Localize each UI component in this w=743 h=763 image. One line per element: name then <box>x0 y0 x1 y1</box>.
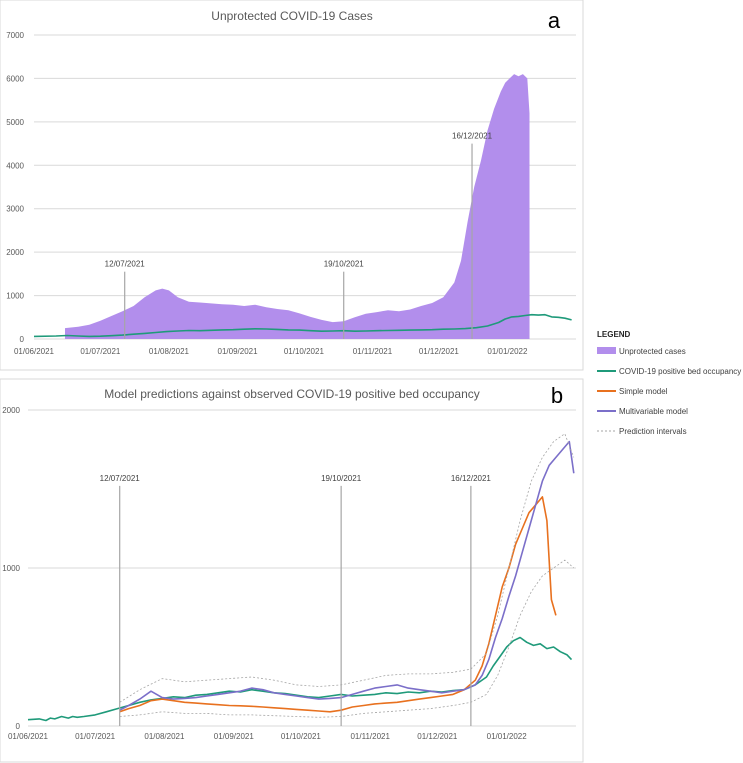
legend-item-label: Unprotected cases <box>619 347 686 356</box>
y-tick-label: 6000 <box>6 74 24 83</box>
chart-panel-b: Model predictions against observed COVID… <box>0 378 584 763</box>
series-line-simple-model <box>119 496 557 713</box>
x-tick-label: 01/09/2021 <box>218 347 259 356</box>
x-tick-label: 01/11/2021 <box>350 732 390 741</box>
panel-letter-a: a <box>548 8 561 33</box>
annotation-label: 12/07/2021 <box>100 474 141 483</box>
annotation-label: 19/10/2021 <box>321 474 362 483</box>
y-tick-label: 5000 <box>6 118 24 127</box>
y-tick-label: 2000 <box>6 248 24 257</box>
series-line-prediction-interval <box>119 433 575 703</box>
chart-title-b: Model predictions against observed COVID… <box>104 387 480 401</box>
series-area-unprotected-cases <box>64 74 530 339</box>
y-tick-label: 1000 <box>2 564 20 573</box>
panel-letter-b: b <box>551 383 563 408</box>
y-tick-label: 2000 <box>2 406 20 415</box>
legend: LEGEND Unprotected cases COVID-19 positiv… <box>597 330 741 436</box>
x-tick-label: 01/10/2021 <box>281 732 322 741</box>
x-tick-label: 01/01/2022 <box>487 347 528 356</box>
x-tick-label: 01/11/2021 <box>353 347 393 356</box>
legend-item-label: Multivariable model <box>619 407 688 416</box>
legend-swatch-area <box>597 347 616 354</box>
y-tick-label: 0 <box>20 335 25 344</box>
legend-item-label: Prediction intervals <box>619 427 687 436</box>
annotation-label: 12/07/2021 <box>105 260 146 269</box>
legend-item-label: COVID-19 positive bed occupancy <box>619 367 741 376</box>
series-line-prediction-interval <box>119 559 575 718</box>
x-tick-label: 01/01/2022 <box>487 732 528 741</box>
x-tick-label: 01/07/2021 <box>75 732 116 741</box>
chart-frame-b <box>0 378 584 763</box>
y-tick-label: 1000 <box>6 292 24 301</box>
chart-title-a: Unprotected COVID-19 Cases <box>211 9 372 23</box>
x-tick-label: 01/06/2021 <box>8 732 49 741</box>
series-line-bed-occupancy <box>33 313 572 338</box>
legend-title: LEGEND <box>597 330 631 339</box>
x-tick-label: 01/09/2021 <box>214 732 255 741</box>
y-tick-label: 4000 <box>6 161 24 170</box>
x-tick-label: 01/07/2021 <box>80 347 121 356</box>
x-tick-label: 01/10/2021 <box>284 347 325 356</box>
annotation-label: 16/12/2021 <box>451 474 492 483</box>
y-tick-label: 3000 <box>6 205 24 214</box>
x-tick-label: 01/12/2021 <box>417 732 458 741</box>
chart-panel-a: Unprotected COVID-19 Cases a 12/07/2021 1… <box>0 0 584 371</box>
annotation-label: 16/12/2021 <box>452 132 493 141</box>
y-tick-label: 7000 <box>6 31 24 40</box>
x-tick-label: 01/06/2021 <box>14 347 55 356</box>
x-tick-label: 01/08/2021 <box>144 732 185 741</box>
series-line-multivariable-model <box>119 440 575 711</box>
legend-item-label: Simple model <box>619 387 668 396</box>
y-tick-label: 0 <box>16 722 21 731</box>
x-tick-label: 01/12/2021 <box>419 347 460 356</box>
annotation-label: 19/10/2021 <box>324 260 365 269</box>
x-tick-label: 01/08/2021 <box>149 347 190 356</box>
